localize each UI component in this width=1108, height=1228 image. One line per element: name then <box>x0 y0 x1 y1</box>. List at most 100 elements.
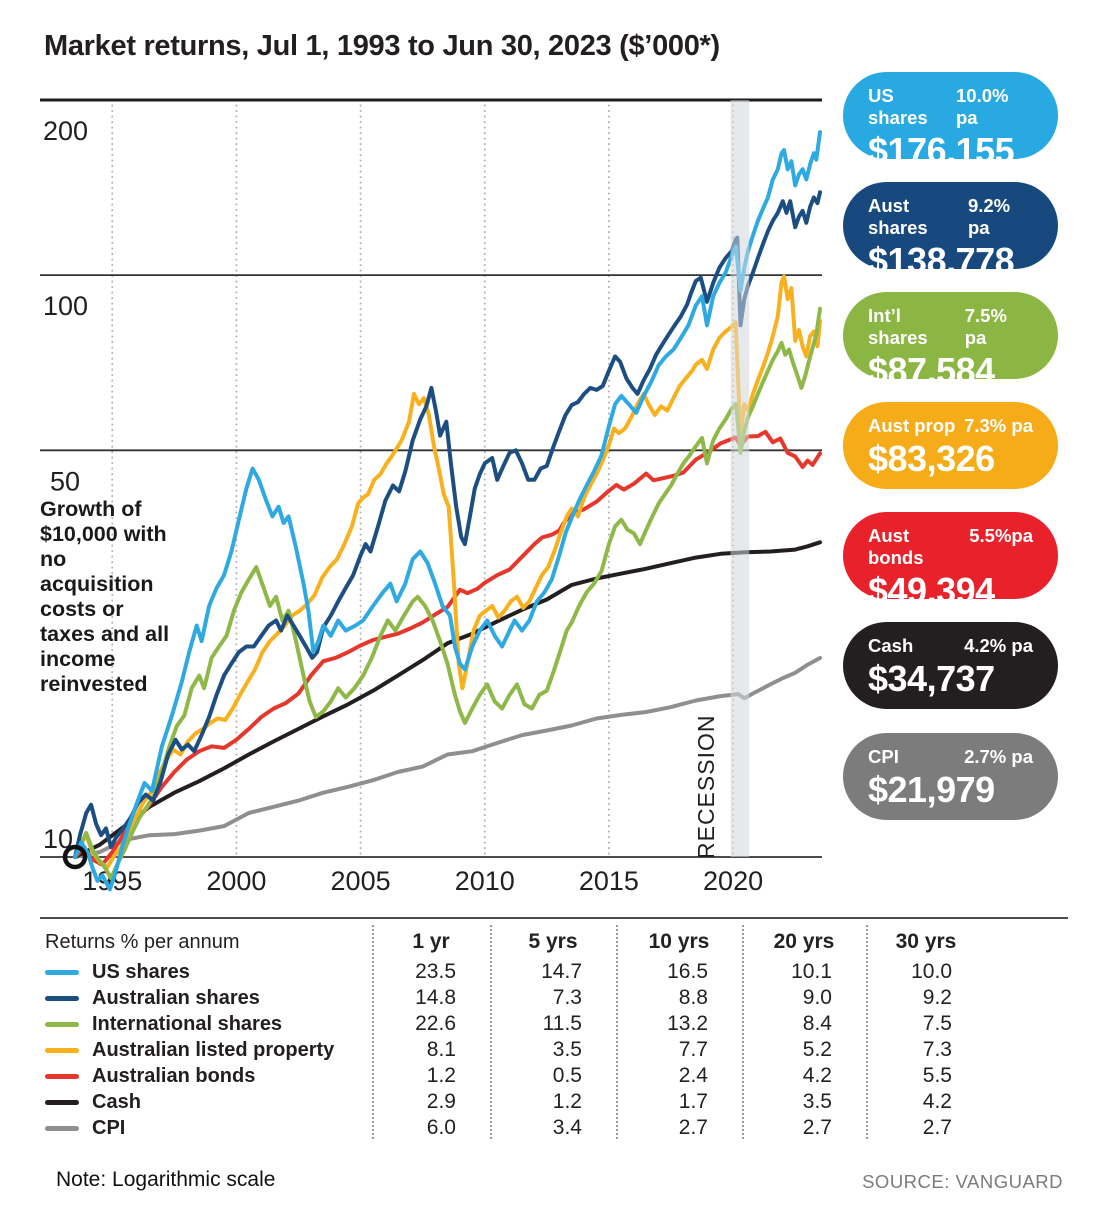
table-row: International shares 22.6 11.5 13.2 8.4 … <box>40 1011 1068 1037</box>
table-row: Cash 2.9 1.2 1.7 3.5 4.2 <box>40 1089 1068 1115</box>
series-label: Australian shares <box>92 986 260 1009</box>
return-value: 2.4 <box>678 1064 708 1087</box>
log-scale-note: Note: Logarithmic scale <box>56 1168 276 1191</box>
page-title: Market returns, Jul 1, 1993 to Jun 30, 2… <box>44 30 720 62</box>
badge-return-pct: 10.0% pa <box>956 85 1009 128</box>
badge-aust-bonds: Aust bonds 5.5%pa $49,394 <box>843 512 1058 611</box>
return-value: 5.5 <box>922 1064 952 1087</box>
series-label: Cash <box>92 1090 141 1113</box>
column-header-30yrs: 30 yrs <box>895 930 957 953</box>
badge-label: US shares <box>868 85 928 128</box>
recession-label: RECESSION <box>693 714 719 859</box>
badge-label: Cash <box>868 635 914 656</box>
return-value: 8.1 <box>426 1038 456 1061</box>
return-value: 22.6 <box>415 1012 456 1035</box>
series-label: US shares <box>92 960 190 983</box>
table-header-row: Returns % per annum 1 yr 5 yrs 10 yrs 20… <box>40 925 1068 959</box>
column-divider <box>616 925 618 1139</box>
legend-line-intl-shares-icon <box>45 1021 79 1027</box>
return-value: 14.7 <box>541 960 582 983</box>
legend-line-cash-icon <box>45 1099 79 1105</box>
column-header-5yrs: 5 yrs <box>528 930 578 953</box>
table-row: Australian bonds 1.2 0.5 2.4 4.2 5.5 <box>40 1063 1068 1089</box>
start-marker <box>62 844 88 870</box>
badge-cpi: CPI 2.7% pa $21,979 <box>843 733 1058 820</box>
x-tick-label: 2000 <box>206 866 266 896</box>
return-value: 6.0 <box>426 1116 456 1139</box>
return-value: 0.5 <box>552 1064 582 1087</box>
return-value: 4.2 <box>922 1090 952 1113</box>
legend-line-aust-bonds-icon <box>45 1073 79 1079</box>
table-row: US shares 23.5 14.7 16.5 10.1 10.0 <box>40 959 1068 985</box>
return-value: 9.0 <box>802 986 832 1009</box>
badge-return-pct: 2.7% pa <box>964 746 1033 767</box>
column-header-1yr: 1 yr <box>412 930 450 953</box>
column-divider <box>866 925 868 1139</box>
return-value: 4.2 <box>802 1064 832 1087</box>
badge-value: $138,778 <box>868 240 1015 281</box>
table-row: Australian listed property 8.1 3.5 7.7 5… <box>40 1037 1068 1063</box>
return-value: 23.5 <box>415 960 456 983</box>
return-value: 14.8 <box>415 986 456 1009</box>
badge-value: $49,394 <box>868 570 995 611</box>
return-value: 7.3 <box>552 986 582 1009</box>
series-label: Australian bonds <box>92 1064 256 1087</box>
return-value: 2.7 <box>802 1116 832 1139</box>
return-value: 13.2 <box>667 1012 708 1035</box>
badge-value: $34,737 <box>868 658 995 699</box>
column-divider <box>742 925 744 1139</box>
return-value: 1.7 <box>678 1090 708 1113</box>
badge-return-pct: 5.5%pa <box>969 525 1033 546</box>
badge-value: $21,979 <box>868 769 995 810</box>
badge-label: Int’l shares <box>868 305 928 348</box>
x-tick-label: 2015 <box>579 866 639 896</box>
legend-line-aust-shares-icon <box>45 995 79 1001</box>
y-tick-label: 200 <box>43 116 88 146</box>
badge-intl-shares: Int’l shares 7.5% pa $87,584 <box>843 292 1058 391</box>
return-value: 1.2 <box>552 1090 582 1113</box>
return-value: 2.7 <box>922 1116 952 1139</box>
badge-cash: Cash 4.2% pa $34,737 <box>843 622 1058 709</box>
badge-return-pct: 7.5% pa <box>964 305 1007 348</box>
return-value: 11.5 <box>542 1012 582 1035</box>
badge-value: $87,584 <box>868 350 995 391</box>
badge-label: Aust shares <box>868 195 928 238</box>
badge-return-pct: 9.2% pa <box>967 195 1011 238</box>
x-tick-label: 2010 <box>455 866 515 896</box>
badge-return-pct: 4.2% pa <box>964 635 1033 656</box>
return-value: 16.5 <box>667 960 708 983</box>
return-value: 1.2 <box>426 1064 456 1087</box>
y-tick-label: 100 <box>43 291 88 321</box>
return-value: 8.8 <box>678 986 708 1009</box>
badge-aust-prop: Aust prop 7.3% pa $83,326 <box>843 402 1058 489</box>
return-value: 7.7 <box>678 1038 708 1061</box>
badge-label: Aust prop <box>868 415 956 436</box>
return-value: 5.2 <box>802 1038 832 1061</box>
legend-line-us-shares-icon <box>45 969 79 975</box>
return-value: 8.4 <box>802 1012 832 1035</box>
x-tick-label: 2020 <box>703 866 763 896</box>
table-row: CPI 6.0 3.4 2.7 2.7 2.7 <box>40 1115 1068 1141</box>
badge-aust-shares: Aust shares 9.2% pa $138,778 <box>843 182 1058 281</box>
series-label: International shares <box>92 1012 283 1035</box>
badge-label: CPI <box>868 746 899 767</box>
return-value: 3.5 <box>552 1038 582 1061</box>
return-value: 2.9 <box>426 1090 456 1113</box>
column-divider <box>490 925 492 1139</box>
column-header-10yrs: 10 yrs <box>648 930 710 953</box>
return-value: 10.1 <box>791 960 832 983</box>
source-label: SOURCE: VANGUARD <box>862 1171 1063 1192</box>
badge-value: $83,326 <box>868 438 995 479</box>
returns-table: Returns % per annum 1 yr 5 yrs 10 yrs 20… <box>40 917 1068 1141</box>
return-value: 2.7 <box>678 1116 708 1139</box>
growth-annotation: Growth of $10,000 with no acquisition co… <box>40 497 170 696</box>
column-divider <box>372 925 374 1139</box>
return-value: 9.2 <box>922 986 952 1009</box>
recession-band-overlay <box>730 100 750 857</box>
series-label: CPI <box>92 1116 126 1139</box>
return-value: 3.5 <box>802 1090 832 1113</box>
return-value: 7.5 <box>922 1012 952 1035</box>
return-value: 3.4 <box>552 1116 582 1139</box>
